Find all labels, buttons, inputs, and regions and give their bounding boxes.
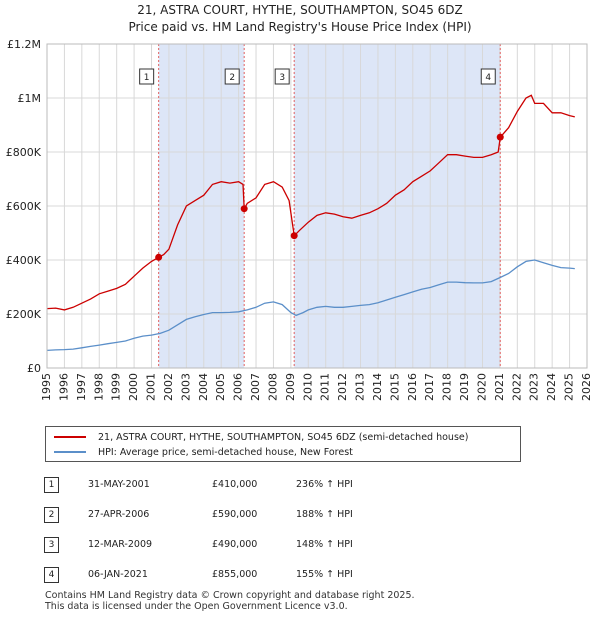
- x-tick-label: 2026: [580, 373, 593, 401]
- footer-line-1: Contains HM Land Registry data © Crown c…: [45, 590, 415, 601]
- y-tick-label: £1M: [18, 92, 42, 105]
- sale-marker-label: 3: [279, 73, 285, 83]
- x-tick-label: 2015: [388, 373, 401, 401]
- y-tick-label: £800K: [6, 146, 42, 159]
- sale-marker-label: 2: [229, 73, 235, 83]
- legend-label-hpi: HPI: Average price, semi-detached house,…: [98, 446, 353, 458]
- legend-item-property: 21, ASTRA COURT, HYTHE, SOUTHAMPTON, SO4…: [54, 430, 468, 444]
- y-tick-label: £0: [27, 362, 41, 375]
- sale-hpi-change: 188% ↑ HPI: [296, 509, 353, 520]
- sale-date: 31-MAY-2001: [88, 479, 150, 490]
- sale-number-badge: 1: [44, 477, 59, 493]
- sale-price: £855,000: [212, 569, 258, 580]
- x-tick-label: 2007: [249, 373, 262, 401]
- x-tick-label: 2000: [127, 373, 140, 401]
- sale-point: [496, 133, 504, 141]
- sale-point: [290, 232, 298, 240]
- footer-attribution: Contains HM Land Registry data © Crown c…: [45, 590, 415, 612]
- x-tick-label: 2010: [301, 373, 314, 401]
- sale-price: £410,000: [212, 479, 258, 490]
- x-tick-label: 2020: [475, 373, 488, 401]
- sale-marker-box: [139, 68, 155, 85]
- sale-hpi-change: 155% ↑ HPI: [296, 569, 353, 580]
- sale-hpi-change: 236% ↑ HPI: [296, 479, 353, 490]
- legend-swatch-property: [54, 436, 86, 438]
- y-tick-label: £200K: [6, 308, 42, 321]
- x-tick-label: 2001: [145, 373, 158, 401]
- x-tick-label: 1997: [75, 373, 88, 401]
- sale-point: [240, 205, 248, 213]
- x-tick-label: 2019: [458, 373, 471, 401]
- sale-date: 06-JAN-2021: [88, 569, 148, 580]
- sale-price: £590,000: [212, 509, 258, 520]
- sale-marker-label: 4: [485, 73, 491, 83]
- x-tick-label: 2024: [545, 373, 558, 401]
- x-tick-label: 2006: [232, 373, 245, 401]
- x-tick-label: 2022: [510, 373, 523, 401]
- x-tick-label: 2003: [179, 373, 192, 401]
- plot-border: [46, 43, 588, 369]
- x-tick-label: 2012: [336, 373, 349, 401]
- x-tick-label: 2021: [493, 373, 506, 401]
- x-tick-label: 2014: [371, 373, 384, 401]
- x-tick-label: 2009: [284, 373, 297, 401]
- x-tick-label: 2016: [406, 373, 419, 401]
- sale-number-badge: 4: [44, 567, 59, 583]
- chart-title: 21, ASTRA COURT, HYTHE, SOUTHAMPTON, SO4…: [0, 2, 600, 36]
- price-chart: 1 2 3 4 £0 £200K £400K £600K £800K £1M £1.2M 1995 19…: [6, 38, 593, 401]
- x-tick-label: 2002: [162, 373, 175, 401]
- x-tick-label: 2004: [197, 373, 210, 401]
- sale-number-badge: 2: [44, 507, 59, 523]
- x-tick-label: 2023: [528, 373, 541, 401]
- x-tick-label: 2011: [319, 373, 332, 401]
- x-tick-label: 2025: [563, 373, 576, 401]
- title-line-2: Price paid vs. HM Land Registry's House …: [128, 20, 472, 34]
- x-tick-label: 1998: [92, 373, 105, 401]
- y-tick-label: £400K: [6, 254, 42, 267]
- sale-row: 3 12-MAR-2009 £490,000 148% ↑ HPI: [0, 537, 600, 555]
- sale-marker-box: [274, 68, 290, 85]
- series-line-property: [46, 94, 575, 311]
- sale-marker-box: [480, 68, 496, 85]
- legend-item-hpi: HPI: Average price, semi-detached house,…: [54, 445, 353, 459]
- x-tick-label: 2008: [266, 373, 279, 401]
- x-tick-label: 2005: [214, 373, 227, 401]
- x-tick-label: 2013: [354, 373, 367, 401]
- footer-line-2: This data is licensed under the Open Gov…: [45, 601, 348, 612]
- title-line-1: 21, ASTRA COURT, HYTHE, SOUTHAMPTON, SO4…: [137, 3, 463, 17]
- sale-row: 1 31-MAY-2001 £410,000 236% ↑ HPI: [0, 477, 600, 495]
- x-tick-label: 2018: [441, 373, 454, 401]
- series-line-hpi: [46, 259, 575, 352]
- sale-number-badge: 3: [44, 537, 59, 553]
- sale-hpi-change: 148% ↑ HPI: [296, 539, 353, 550]
- sale-price: £490,000: [212, 539, 258, 550]
- sale-row: 2 27-APR-2006 £590,000 188% ↑ HPI: [0, 507, 600, 525]
- y-tick-label: £1.2M: [7, 38, 41, 51]
- x-tick-label: 1996: [57, 373, 70, 401]
- legend-swatch-hpi: [54, 451, 86, 453]
- x-tick-label: 1995: [40, 373, 53, 401]
- legend-label-property: 21, ASTRA COURT, HYTHE, SOUTHAMPTON, SO4…: [98, 431, 469, 443]
- sale-marker-box: [224, 68, 240, 85]
- x-tick-label: 1999: [110, 373, 123, 401]
- sale-marker-label: 1: [144, 73, 150, 83]
- sale-point: [155, 253, 163, 261]
- sale-date: 27-APR-2006: [88, 509, 150, 520]
- sale-date: 12-MAR-2009: [88, 539, 153, 550]
- chart-legend: 21, ASTRA COURT, HYTHE, SOUTHAMPTON, SO4…: [45, 426, 521, 462]
- sale-row: 4 06-JAN-2021 £855,000 155% ↑ HPI: [0, 567, 600, 585]
- y-tick-label: £600K: [6, 200, 42, 213]
- x-tick-label: 2017: [423, 373, 436, 401]
